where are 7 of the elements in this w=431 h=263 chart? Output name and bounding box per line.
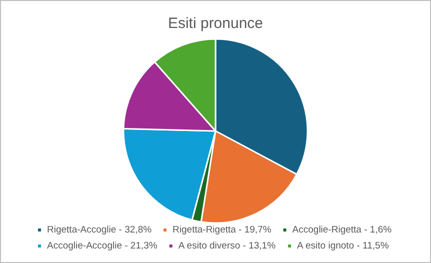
legend-label: A esito ignoto - 11,5%: [297, 240, 390, 252]
chart-title: Esiti pronunce: [168, 15, 264, 32]
legend-label: Rigetta-Rigetta - 19,7%: [172, 224, 272, 236]
legend-label: Rigetta-Accoglie - 32,8%: [47, 224, 152, 236]
legend-label: Accoglie-Rigetta - 1,6%: [292, 224, 392, 236]
legend-label: A esito diverso - 13,1%: [178, 240, 276, 252]
legend-label: Accoglie-Accoglie - 21,3%: [47, 240, 158, 252]
